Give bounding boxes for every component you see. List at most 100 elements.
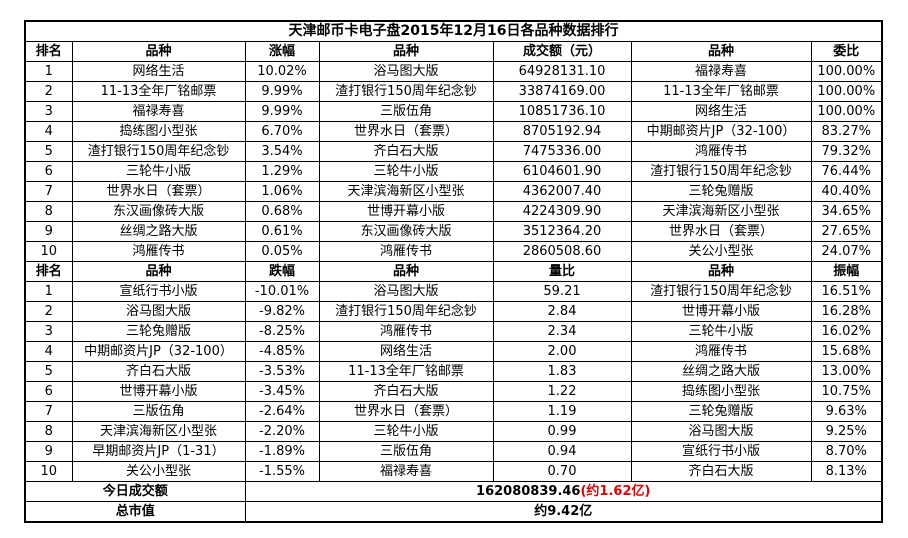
data-cell: 10 [24,241,73,262]
data-cell: 7 [24,401,73,422]
data-cell: -3.53% [244,361,320,382]
data-cell: -1.89% [244,441,320,462]
data-cell: 网络生活 [318,341,494,362]
data-cell: 东汉画像砖大版 [71,201,246,222]
data-cell: -1.55% [244,461,320,482]
data-cell: 鸿雁传书 [318,321,494,342]
data-cell: 天津滨海新区小型张 [318,181,494,202]
data-cell: -10.01% [244,281,320,302]
data-cell: 83.27% [810,121,883,142]
data-cell: 3.54% [244,141,320,162]
data-cell: 中期邮资片JP（32-100） [71,341,246,362]
data-cell: 9.25% [810,421,883,442]
data-cell: 鸿雁传书 [318,241,494,262]
data-cell: 渣打银行150周年纪念钞 [630,161,812,182]
table-row: 天津邮币卡电子盘2015年12月16日各品种数据排行 [24,20,883,42]
data-cell: 网络生活 [71,61,246,82]
data-cell: 6104601.90 [492,161,632,182]
data-cell: 浴马图大版 [318,61,494,82]
data-cell: 鸿雁传书 [71,241,246,262]
data-cell: 2 [24,81,73,102]
data-cell: 10.02% [244,61,320,82]
data-cell: 1 [24,281,73,302]
data-cell: -2.64% [244,401,320,422]
data-cell: 天津滨海新区小型张 [630,201,812,222]
data-cell: 3 [24,321,73,342]
table-row: 5 渣打银行150周年纪念钞 3.54% 齐白石大版 7475336.00 鸿雁传书 79.… [24,141,883,162]
data-cell: 1.22 [492,381,632,402]
header-cell: 量比 [492,261,632,282]
cap-label: 总市值 [24,501,246,523]
data-cell: 网络生活 [630,101,812,122]
header-cell: 品种 [318,41,494,62]
data-cell: 5 [24,141,73,162]
data-cell: 世博开幕小版 [630,301,812,322]
data-cell: 0.99 [492,421,632,442]
data-cell: 世界水日（套票） [318,121,494,142]
data-cell: 27.65% [810,221,883,242]
data-cell: 丝绸之路大版 [630,361,812,382]
table-row: 6 世博开幕小版 -3.45% 齐白石大版 1.22 捣练图小型张 10.75% [24,381,883,402]
data-cell: 三轮牛小版 [318,161,494,182]
data-cell: 9 [24,441,73,462]
data-cell: 11-13全年厂铭邮票 [71,81,246,102]
data-cell: 5 [24,361,73,382]
header-cell: 品种 [318,261,494,282]
table-row: 7 三版伍角 -2.64% 世界水日（套票） 1.19 三轮兔赠版 9.63% [24,401,883,422]
data-cell: -3.45% [244,381,320,402]
data-cell: 8705192.94 [492,121,632,142]
data-cell: 6 [24,381,73,402]
table-row: 总市值 约9.42亿 [24,501,883,523]
data-cell: 1.29% [244,161,320,182]
table-row: 3 三轮兔赠版 -8.25% 鸿雁传书 2.34 三轮牛小版 16.02% [24,321,883,342]
data-cell: 34.65% [810,201,883,222]
header-cell: 成交额（元） [492,41,632,62]
data-cell: 齐白石大版 [630,461,812,482]
data-cell: -9.82% [244,301,320,322]
data-cell: 7475336.00 [492,141,632,162]
table-row: 10 鸿雁传书 0.05% 鸿雁传书 2860508.60 关公小型张 24.07% [24,241,883,262]
data-cell: 100.00% [810,81,883,102]
data-cell: 渣打银行150周年纪念钞 [318,301,494,322]
table-row: 排名 品种 涨幅 品种 成交额（元） 品种 委比 [24,41,883,62]
data-cell: 76.44% [810,161,883,182]
table-row: 8 天津滨海新区小型张 -2.20% 三轮牛小版 0.99 浴马图大版 9.25% [24,421,883,442]
data-cell: 三轮牛小版 [630,321,812,342]
data-cell: 渣打银行150周年纪念钞 [318,81,494,102]
turnover-note: (约1.62亿) [580,484,651,499]
data-cell: 世界水日（套票） [71,181,246,202]
data-cell: 64928131.10 [492,61,632,82]
data-cell: 2 [24,301,73,322]
data-cell: 4 [24,121,73,142]
data-cell: 三版伍角 [318,441,494,462]
data-cell: 4362007.40 [492,181,632,202]
data-cell: 世界水日（套票） [630,221,812,242]
data-cell: 13.00% [810,361,883,382]
data-cell: 浴马图大版 [630,421,812,442]
data-cell: 宣纸行书小版 [71,281,246,302]
table-title: 天津邮币卡电子盘2015年12月16日各品种数据排行 [24,20,883,42]
data-cell: 2.34 [492,321,632,342]
data-cell: 2.00 [492,341,632,362]
data-cell: 0.05% [244,241,320,262]
data-cell: 10.75% [810,381,883,402]
table-row: 3 福禄寿喜 9.99% 三版伍角 10851736.10 网络生活 100.00% [24,101,883,122]
header-cell: 委比 [810,41,883,62]
data-cell: 33874169.00 [492,81,632,102]
data-cell: 中期邮资片JP（32-100） [630,121,812,142]
table-row: 4 捣练图小型张 6.70% 世界水日（套票） 8705192.94 中期邮资片JP（32… [24,121,883,142]
data-cell: 世博开幕小版 [318,201,494,222]
data-cell: -2.20% [244,421,320,442]
table-row: 排名 品种 跌幅 品种 量比 品种 振幅 [24,261,883,282]
data-cell: 三版伍角 [318,101,494,122]
data-cell: 鸿雁传书 [630,141,812,162]
data-cell: 59.21 [492,281,632,302]
data-cell: 4224309.90 [492,201,632,222]
header-cell: 涨幅 [244,41,320,62]
data-cell: 世博开幕小版 [71,381,246,402]
data-cell: 捣练图小型张 [630,381,812,402]
data-cell: 渣打银行150周年纪念钞 [630,281,812,302]
data-cell: 三轮兔赠版 [630,181,812,202]
data-cell: 三轮牛小版 [71,161,246,182]
